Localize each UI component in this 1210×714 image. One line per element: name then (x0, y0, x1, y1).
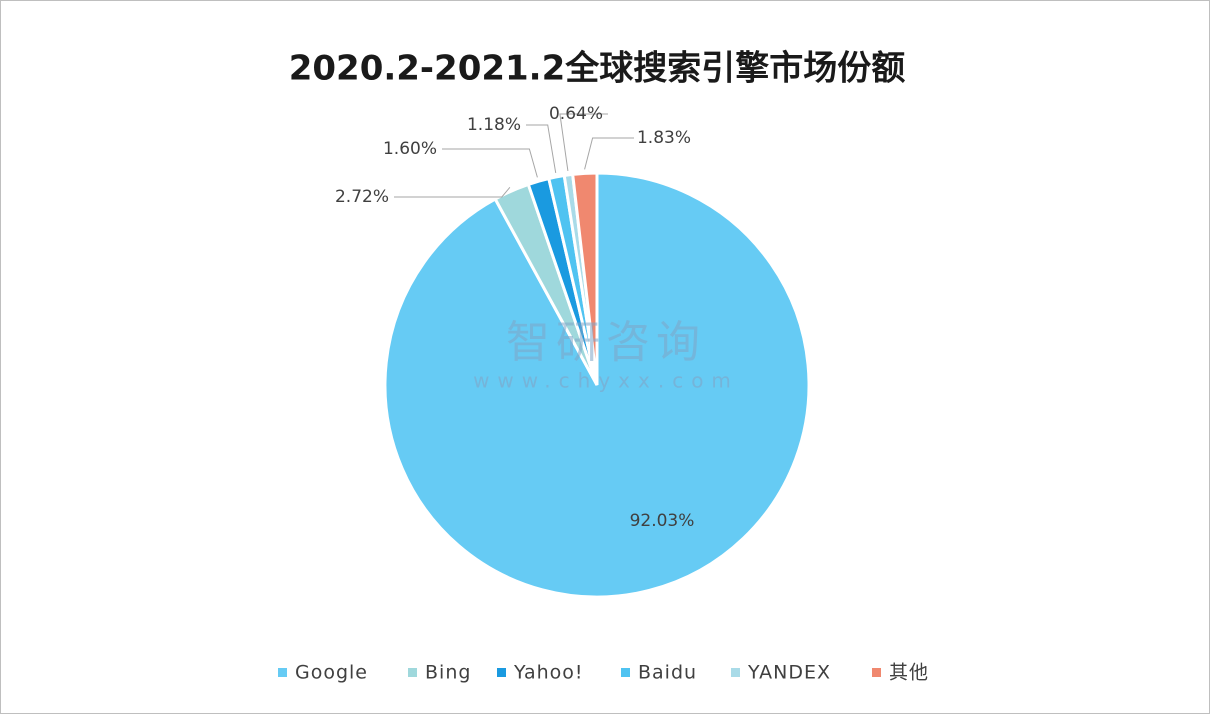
legend-marker (408, 668, 417, 677)
data-label: 1.60% (383, 139, 437, 159)
data-label: 2.72% (335, 187, 389, 207)
pie-slice (383, 171, 811, 599)
leader-line (559, 113, 608, 172)
legend-marker (872, 668, 881, 677)
data-label: 92.03% (630, 511, 695, 531)
data-label: 0.64% (549, 104, 603, 124)
legend-label: Yahoo! (513, 662, 584, 684)
watermark-brand: 智研咨询 (506, 317, 706, 368)
legend-marker (731, 668, 740, 677)
data-label: 1.18% (467, 115, 521, 135)
legend-marker (278, 668, 287, 677)
legend-label: Bing (425, 662, 471, 684)
legend-label: Baidu (638, 662, 697, 684)
pie (383, 171, 811, 599)
data-label: 1.83% (637, 128, 691, 148)
leader-line (394, 187, 511, 198)
leader-line (442, 148, 538, 178)
pie-slice (571, 171, 599, 386)
legend-marker (497, 668, 506, 677)
watermark-url: www.chyxx.com (473, 369, 739, 393)
legend-label: 其他 (889, 662, 929, 684)
legend-label: Google (295, 662, 368, 684)
legend-marker (621, 668, 630, 677)
leader-line (584, 137, 634, 170)
leader-line (526, 124, 557, 174)
chart-title: 2020.2-2021.2全球搜索引擎市场份额 (289, 49, 906, 89)
legend-label: YANDEX (747, 662, 831, 684)
